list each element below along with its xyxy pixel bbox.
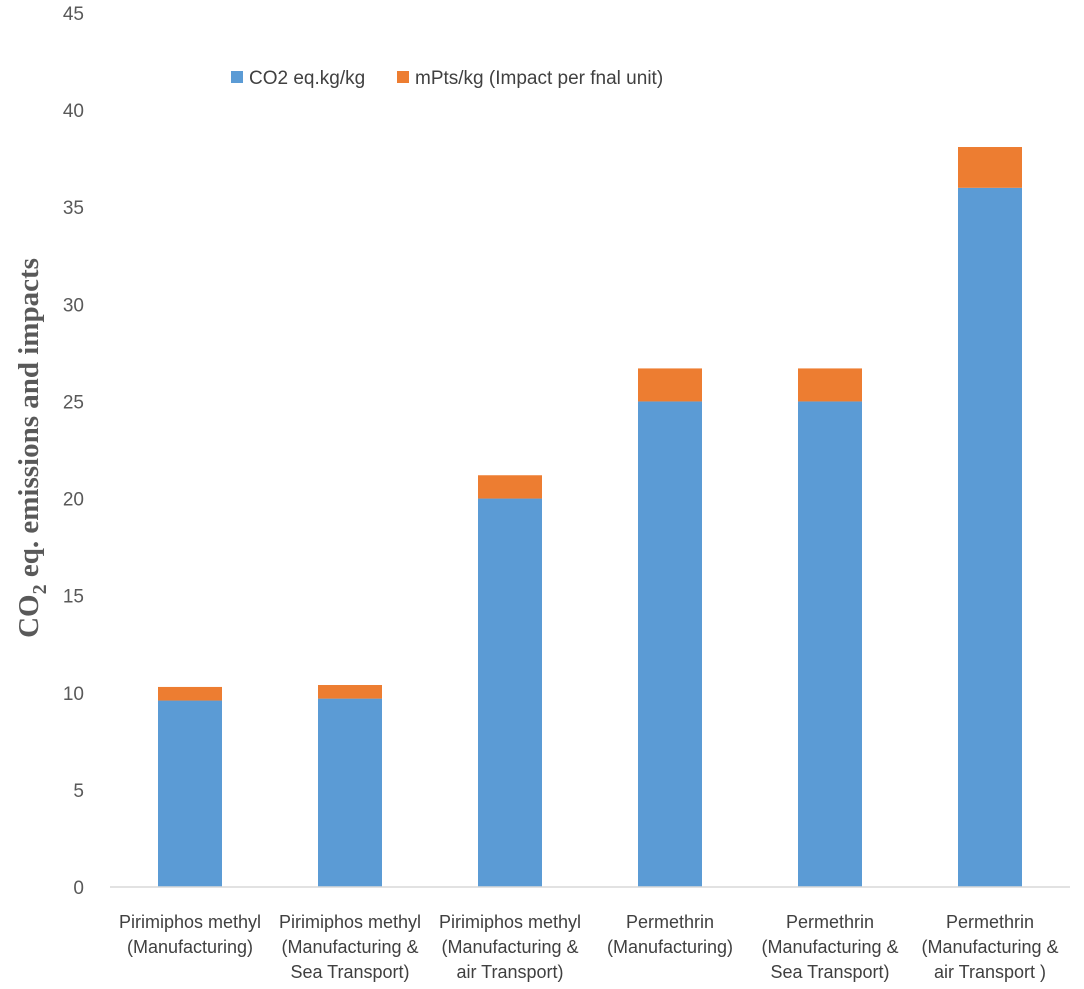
y-tick-label: 25: [63, 392, 84, 413]
bar-mpts-segment: [158, 686, 222, 701]
x-category-label: Pirimiphos methyl (Manufacturing & Sea Tra…: [279, 912, 421, 982]
bar-mpts-segment: [958, 147, 1022, 188]
y-axis-ticks: 0 5 10 15 20 25 30 35 40 45: [63, 4, 84, 899]
bar-co2-segment: [798, 401, 862, 887]
bar-mpts-segment: [318, 685, 382, 699]
bar-co2-segment: [318, 698, 382, 887]
y-tick-label: 45: [63, 4, 84, 25]
y-tick-label: 10: [63, 684, 84, 705]
y-tick-label: 35: [63, 198, 84, 219]
y-tick-label: 30: [63, 295, 84, 316]
y-tick-label: 5: [73, 781, 84, 802]
bar-co2-segment: [478, 498, 542, 887]
bar-co2-segment: [158, 700, 222, 887]
y-axis-title: CO2 eq. emissions and impacts: [13, 258, 51, 638]
bar-mpts-segment: [638, 368, 702, 402]
x-category-label: Permethrin (Manufacturing & air Transport …: [921, 912, 1058, 982]
bar-co2-segment: [958, 187, 1022, 888]
x-category-label: Permethrin (Manufacturing): [607, 912, 733, 957]
bar-mpts-segment: [478, 475, 542, 499]
legend-swatch-co2: [231, 71, 243, 83]
y-tick-label: 0: [73, 878, 84, 899]
x-category-label: Pirimiphos methyl (Manufacturing): [119, 912, 261, 957]
bar-co2-segment: [638, 401, 702, 887]
y-tick-label: 40: [63, 101, 84, 122]
x-axis-categories: Pirimiphos methyl (Manufacturing) Pirimiph…: [119, 912, 1059, 982]
legend-label-co2: CO2 eq.kg/kg: [249, 68, 365, 89]
bars: [158, 147, 1022, 888]
legend: CO2 eq.kg/kg mPts/kg (Impact per fnal uni…: [231, 68, 663, 89]
y-tick-label: 20: [63, 490, 84, 511]
legend-label-mpts: mPts/kg (Impact per fnal unit): [415, 68, 663, 89]
x-category-label: Permethrin (Manufacturing & Sea Transport): [761, 912, 898, 982]
bar-mpts-segment: [798, 368, 862, 402]
x-category-label: Pirimiphos methyl (Manufacturing & air Tra…: [439, 912, 581, 982]
legend-swatch-mpts: [397, 71, 409, 83]
y-tick-label: 15: [63, 587, 84, 608]
